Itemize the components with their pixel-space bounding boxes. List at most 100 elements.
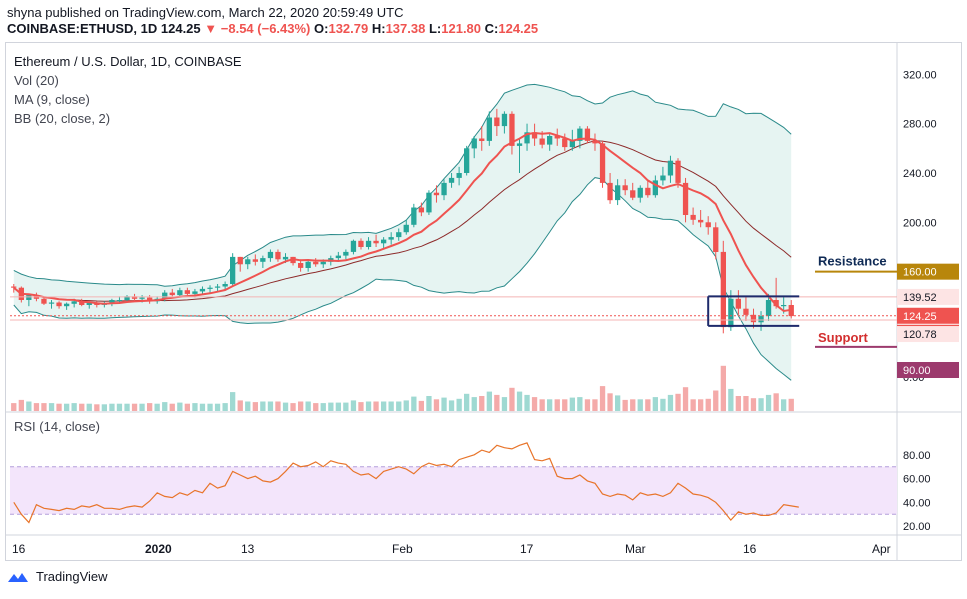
candle-body [713, 227, 719, 252]
volume-bar [464, 393, 470, 411]
volume-bar [479, 396, 485, 411]
candle-body [494, 117, 500, 127]
brand-name[interactable]: TradingView [36, 569, 108, 584]
lower-price-tag-bg [897, 326, 959, 343]
volume-bar [554, 399, 560, 411]
volume-bar [48, 403, 55, 411]
volume-bar [728, 388, 734, 412]
candle-body [411, 207, 417, 225]
volume-bar [682, 387, 689, 411]
volume-bar [418, 400, 424, 411]
resistance-price-tag: 160.00 [903, 267, 937, 279]
candle-body [615, 185, 621, 201]
candle-body [781, 305, 787, 307]
footer: TradingView [6, 569, 108, 584]
symbol[interactable]: COINBASE:ETHUSD, 1D [7, 21, 158, 36]
volume-bar [743, 396, 749, 411]
candle-body [313, 261, 319, 265]
volume-bar [222, 403, 228, 411]
volume-bar [313, 403, 319, 411]
volume-bar [652, 397, 658, 411]
candle-body [516, 143, 523, 146]
volume-bar [298, 401, 304, 411]
volume-bar [494, 394, 500, 411]
axes: 320.00280.00240.00200.0040.000.00160.001… [12, 69, 959, 556]
last-price-tag-bg [897, 307, 959, 324]
candle-body [584, 128, 591, 141]
volume-bar [139, 403, 145, 411]
volume-histogram [11, 365, 794, 412]
volume-bar [230, 392, 236, 411]
volume-bar [71, 403, 77, 411]
time-tick-label: 16 [12, 542, 26, 556]
candle-body [267, 251, 274, 259]
candle-body [245, 259, 251, 265]
volume-bar [131, 403, 138, 411]
price-tick-label: 280.00 [903, 119, 937, 131]
volume-bar [373, 401, 379, 411]
candle-body [162, 292, 168, 299]
volume-bar [660, 398, 666, 412]
rsi-tick-label: 20.00 [903, 521, 931, 533]
candle-body [705, 222, 711, 228]
volume-bar [335, 402, 341, 411]
ma-line [13, 131, 792, 313]
open-value: 132.79 [328, 21, 369, 36]
volume-bar [154, 403, 160, 411]
legend-ma[interactable]: MA (9, close) [14, 92, 90, 107]
candle-body [335, 255, 341, 259]
volume-bar [441, 397, 447, 411]
candle-body [667, 160, 674, 176]
volume-bar [516, 391, 523, 411]
rsi-tick-label: 60.00 [903, 474, 931, 486]
candle-body [479, 138, 485, 141]
volume-bar [509, 387, 515, 412]
volume-bar [448, 400, 455, 411]
volume-bar [320, 403, 326, 411]
volume-bar [720, 365, 726, 412]
candle-body [388, 237, 394, 240]
volume-bar [713, 390, 719, 411]
rsi-legend[interactable]: RSI (14, close) [14, 419, 100, 434]
candle-body [441, 182, 447, 196]
volume-bar [577, 397, 583, 411]
volume-bar [471, 397, 477, 411]
last-price-tag: 124.25 [903, 311, 937, 323]
volume-bar [539, 399, 545, 411]
resistance-label: Resistance [818, 254, 887, 269]
time-tick-label: 2020 [145, 542, 172, 556]
candle-body [275, 251, 281, 260]
chart-frame[interactable] [5, 42, 962, 561]
candle-body [147, 297, 153, 302]
volume-bar [162, 402, 168, 411]
candle-body [426, 192, 432, 213]
close-label: C: [484, 21, 499, 36]
volume-bar [735, 396, 741, 411]
volume-bar [592, 399, 598, 411]
volume-bar [267, 401, 274, 411]
volume-bar [214, 403, 221, 411]
time-tick-label: Mar [625, 542, 646, 556]
volume-bar [290, 403, 296, 411]
candlesticks [11, 108, 794, 334]
candle-body [358, 240, 364, 247]
legend-volume[interactable]: Vol (20) [14, 73, 59, 88]
volume-bar [11, 403, 17, 411]
candle-body [660, 175, 666, 181]
candle-body [758, 316, 764, 323]
price-tick-label: 320.00 [903, 69, 937, 81]
candle-body [184, 290, 190, 294]
volume-bar [116, 403, 123, 411]
candle-body [682, 182, 689, 215]
candle-body [599, 143, 606, 183]
candle-body [207, 287, 213, 289]
candle-body [630, 190, 636, 198]
high-label: H: [371, 21, 386, 36]
volume-bar [569, 397, 575, 411]
volume-bar [486, 391, 492, 411]
legend-bb[interactable]: BB (20, close, 2) [14, 111, 111, 126]
support-price-tag: 90.00 [903, 365, 931, 377]
volume-bar [101, 404, 107, 412]
volume-bar [177, 402, 183, 411]
